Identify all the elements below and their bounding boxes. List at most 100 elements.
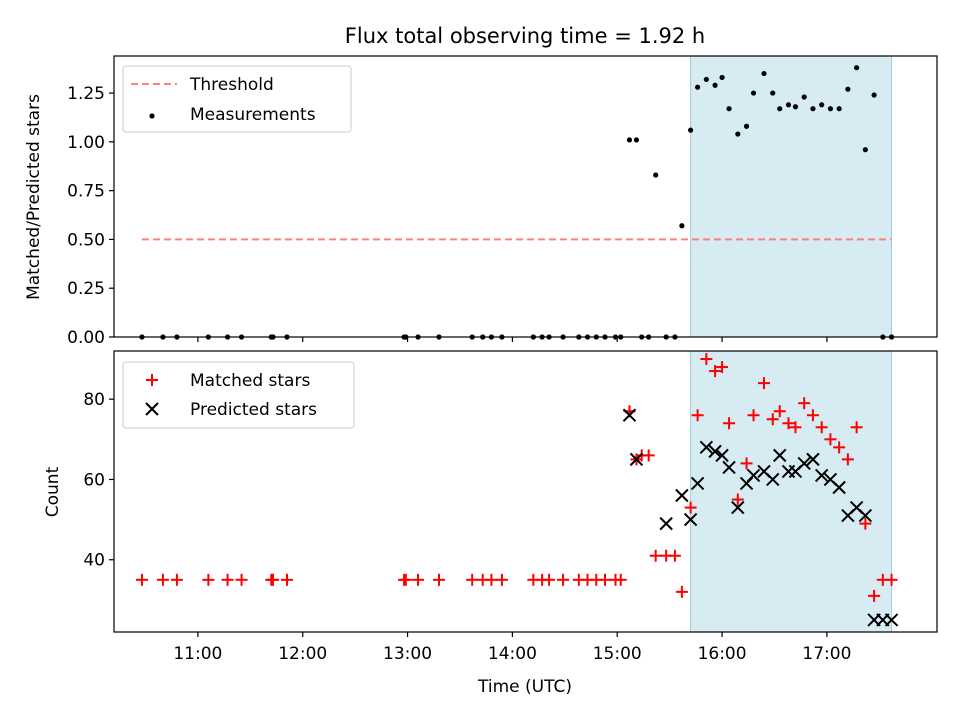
measurement-point <box>862 147 868 153</box>
matched-star-point <box>557 573 570 586</box>
predicted-star-point <box>699 440 714 455</box>
matched-star-point <box>773 405 786 418</box>
matched-star-point <box>868 589 881 602</box>
measurement-point <box>695 84 701 90</box>
matched-star-point <box>235 573 248 586</box>
measurement-point <box>785 102 792 108</box>
x-tick-label: 17:00 <box>802 644 851 664</box>
bottom-y-tick-label: 60 <box>83 470 105 490</box>
matched-star-point <box>649 549 662 562</box>
measurement-point <box>750 90 757 96</box>
matched-star-point <box>815 421 828 434</box>
measurement-point <box>854 65 860 71</box>
legend-predicted-label: Predicted stars <box>190 400 317 420</box>
predicted-star-point <box>814 468 829 483</box>
matched-star-point <box>485 573 498 586</box>
measurement-point <box>777 106 783 112</box>
bottom-y-axis-label: Count <box>43 466 63 517</box>
predicted-star-point <box>832 480 846 495</box>
matched-star-point <box>668 549 681 562</box>
matched-star-point <box>740 457 753 470</box>
matched-star-point <box>723 417 736 430</box>
measurement-point <box>810 106 816 112</box>
measurement-point <box>836 106 842 112</box>
matched-star-point <box>833 441 846 454</box>
matched-star-point <box>691 409 704 422</box>
measurement-point <box>827 106 834 112</box>
top-axes-frame <box>113 55 938 338</box>
top-shaded-region <box>690 55 893 338</box>
measurement-point <box>792 104 799 110</box>
x-tick-label: 15:00 <box>593 644 642 664</box>
measurement-point <box>770 90 776 96</box>
matched-star-point <box>599 573 612 586</box>
bottom-x-axis-label: Time (UTC) <box>477 677 572 697</box>
predicted-star-point <box>622 408 637 422</box>
matched-star-point <box>267 573 280 586</box>
matched-star-point <box>758 377 771 390</box>
measurement-point <box>633 137 640 143</box>
measurement-point <box>679 223 685 229</box>
x-tick-label: 16:00 <box>698 644 747 664</box>
bottom-plot-area: 40 60 80 11:00 12:00 13:00 14:00 15:00 16:00 17:… <box>83 350 938 664</box>
predicted-star-point <box>629 452 644 467</box>
top-y-axis-label: Matched/Predicted stars <box>24 94 44 300</box>
matched-star-point <box>433 573 446 586</box>
x-tick-label: 12:00 <box>278 644 327 664</box>
measurement-point <box>743 123 750 129</box>
matched-star-point <box>221 573 234 586</box>
predicted-star-point <box>708 444 722 459</box>
legend-measurements-swatch <box>149 113 155 119</box>
measurement-point <box>688 127 694 133</box>
predicted-star-point <box>659 516 673 531</box>
predicted-star-point <box>746 468 761 483</box>
matched-star-point <box>798 397 811 410</box>
matched-star-point <box>399 573 412 586</box>
measurement-point <box>735 131 741 137</box>
matched-star-point <box>806 409 819 422</box>
predicted-star-point <box>773 448 787 463</box>
predicted-star-point <box>683 512 698 527</box>
measurement-point <box>726 106 732 112</box>
predicted-star-point <box>715 448 729 463</box>
matched-star-point <box>466 573 479 586</box>
x-tick-label: 13:00 <box>383 644 432 664</box>
legend-threshold-label: Threshold <box>189 75 274 95</box>
predicted-star-point <box>884 613 899 627</box>
matched-star-point <box>766 413 779 426</box>
matched-star-point <box>789 421 802 434</box>
measurement-point <box>653 172 659 178</box>
matched-star-point <box>675 585 688 598</box>
measurement-point <box>801 94 807 100</box>
bottom-legend: Matched stars Predicted stars <box>122 361 355 429</box>
predicted-star-point <box>722 460 736 475</box>
measurement-point <box>626 137 633 143</box>
matched-star-point <box>495 573 508 586</box>
predicted-star-point <box>806 452 820 467</box>
predicted-star-point <box>690 476 705 491</box>
matched-star-point <box>709 365 722 378</box>
matched-star-point <box>170 573 183 586</box>
matched-star-point <box>543 573 556 586</box>
top-y-tick-label: 0.00 <box>67 328 105 348</box>
predicted-star-point <box>675 488 689 503</box>
matched-star-point <box>731 493 744 506</box>
matched-star-point <box>841 453 854 466</box>
matched-star-point <box>412 573 425 586</box>
measurement-point <box>712 82 718 88</box>
measurement-point <box>845 86 851 92</box>
matched-star-point <box>280 573 293 586</box>
matched-star-point <box>747 409 760 422</box>
matched-star-point <box>716 361 729 374</box>
measurement-point <box>819 102 825 108</box>
measurement-point <box>761 70 767 77</box>
measurement-point <box>703 76 709 83</box>
top-legend-box <box>122 65 352 133</box>
bottom-shaded-region <box>690 350 893 633</box>
bottom-y-tick-label: 80 <box>83 390 105 410</box>
legend-predicted-swatch <box>145 402 159 416</box>
bottom-legend-box <box>122 361 355 429</box>
matched-star-point <box>782 417 795 430</box>
matched-star-point <box>824 433 837 446</box>
